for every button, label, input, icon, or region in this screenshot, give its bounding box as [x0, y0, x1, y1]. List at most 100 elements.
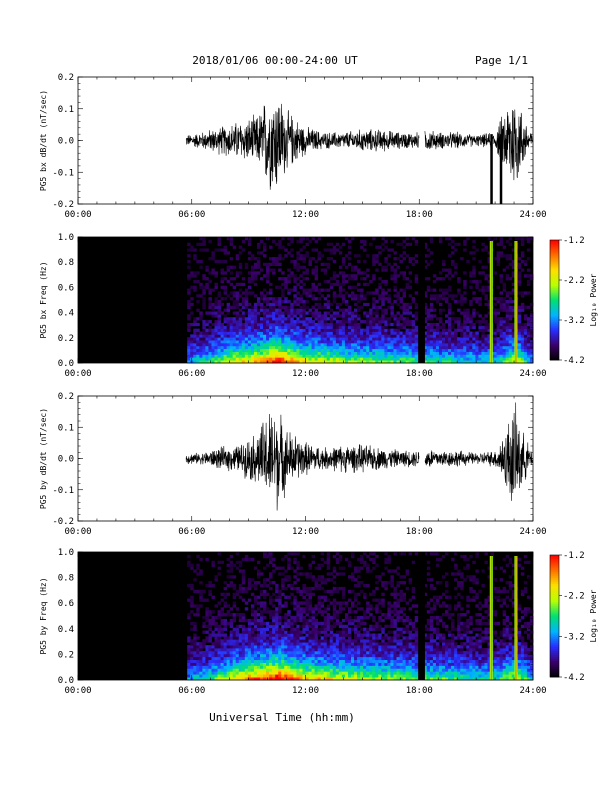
spectrogram-cell — [314, 345, 319, 350]
spectrogram-cell — [232, 653, 237, 658]
spectrogram-cell — [220, 357, 224, 361]
spectrogram-cell — [290, 259, 294, 264]
spectrogram-cell — [505, 257, 510, 261]
spectrogram-cell — [335, 320, 340, 324]
spectrogram-cell — [284, 311, 288, 315]
spectrogram-cell — [217, 627, 221, 631]
spectrogram-cell — [272, 325, 276, 330]
spectrogram-cell — [381, 242, 385, 246]
spectrogram-cell — [520, 242, 525, 246]
spectrogram-cell — [347, 262, 352, 267]
spectrogram-cell — [223, 627, 228, 631]
spectrogram-cell — [457, 279, 461, 284]
spectrogram-cell — [363, 259, 367, 264]
spectrogram-cell — [269, 674, 273, 678]
spectrogram-cell — [247, 618, 252, 623]
spectrogram-cell — [223, 297, 228, 301]
spectrogram-cell — [423, 265, 428, 269]
spectrogram-cell — [314, 325, 319, 330]
spectrogram-cell — [287, 331, 291, 335]
spectrogram-cell — [220, 642, 224, 646]
spectrogram-cell — [205, 598, 209, 602]
spectrogram-cell — [317, 342, 322, 347]
spectrogram-cell — [354, 285, 358, 289]
spectrogram-cell — [520, 345, 525, 350]
spectrogram-cell — [223, 648, 228, 652]
spectrogram-cell — [278, 302, 282, 307]
spectrogram-cell — [235, 607, 240, 611]
spectrogram-cell — [260, 659, 264, 663]
spectrogram-cell — [411, 340, 416, 344]
spectrogram-cell — [308, 633, 312, 637]
spectrogram-cell — [214, 274, 218, 278]
spectrogram-cell — [272, 616, 276, 620]
spectrogram-cell — [347, 314, 352, 318]
spectrogram-cell — [308, 621, 312, 626]
spectrogram-cell — [302, 282, 306, 287]
spectrogram-cell — [281, 630, 285, 634]
spectrogram-cell — [384, 345, 388, 350]
spectrogram-cell — [302, 259, 306, 264]
spectrogram-cell — [463, 239, 467, 244]
spectrogram-cell — [351, 656, 355, 661]
spectrogram-cell — [211, 616, 215, 620]
spectrogram-cell — [369, 311, 373, 315]
spectrogram-cell — [205, 659, 209, 663]
spectrogram-cell — [241, 677, 246, 681]
spectrogram-cell — [520, 268, 525, 272]
spectrogram-cell — [196, 650, 200, 655]
spectrogram-cell — [442, 277, 446, 281]
spectrogram-cell — [308, 668, 312, 672]
spectrogram-cell — [214, 320, 218, 324]
spectrogram-cell — [205, 671, 209, 675]
spectrogram-cell — [311, 342, 315, 347]
spectrogram-cell — [263, 325, 267, 330]
spectrogram-cell — [372, 297, 376, 301]
spectrogram-cell — [393, 342, 397, 347]
spectrogram-cell — [266, 340, 270, 344]
spectrogram-cell — [226, 337, 231, 341]
spectrogram-cell — [351, 659, 355, 663]
spectrogram-cell — [284, 630, 288, 634]
spectrogram-cell — [317, 662, 322, 666]
spectrogram-cell — [202, 348, 206, 352]
spectrogram-cell — [317, 566, 322, 570]
spectrogram-cell — [390, 277, 394, 281]
x-tick-label: 12:00 — [292, 210, 319, 220]
spectrogram-cell — [363, 613, 367, 617]
spectrogram-cell — [229, 642, 234, 646]
spectrogram-cell — [256, 671, 261, 675]
spectrogram-cell — [502, 282, 507, 287]
spectrogram-cell — [308, 572, 312, 576]
spectrogram-cell — [287, 322, 291, 327]
spectrogram-cell — [293, 265, 297, 269]
spectrogram-cell — [520, 302, 525, 307]
spectrogram-cell — [323, 645, 328, 649]
spectrogram-cell — [360, 671, 364, 675]
spectrogram-cell — [281, 659, 285, 663]
spectrogram-cell — [335, 328, 340, 332]
spectrogram-cell — [429, 360, 434, 364]
spectrogram-cell — [314, 302, 319, 307]
spectrogram-cell — [508, 311, 513, 315]
spectrogram-cell — [269, 613, 273, 617]
spectrogram-cell — [244, 668, 249, 672]
spectrogram-cell — [190, 354, 194, 358]
spectrogram-cell — [284, 308, 288, 312]
spectrogram-cell — [196, 554, 200, 559]
spectrogram-cell — [269, 282, 273, 287]
spectrogram-cell — [338, 340, 343, 344]
spectrogram-cell — [247, 257, 252, 261]
spectrogram-cell — [266, 337, 270, 341]
spectrogram-cell — [320, 268, 325, 272]
spectrogram-cell — [405, 237, 410, 241]
spectrogram-cell — [481, 285, 485, 289]
spectrogram-cell — [314, 277, 319, 281]
spectrogram-cell — [363, 277, 367, 281]
spectrogram-cell — [347, 274, 352, 278]
spectrogram-cell — [329, 624, 334, 629]
spectrogram-cell — [247, 636, 252, 640]
spectrogram-cell — [229, 633, 234, 637]
spectrogram-cell — [438, 348, 443, 352]
spectrogram-cell — [229, 297, 234, 301]
